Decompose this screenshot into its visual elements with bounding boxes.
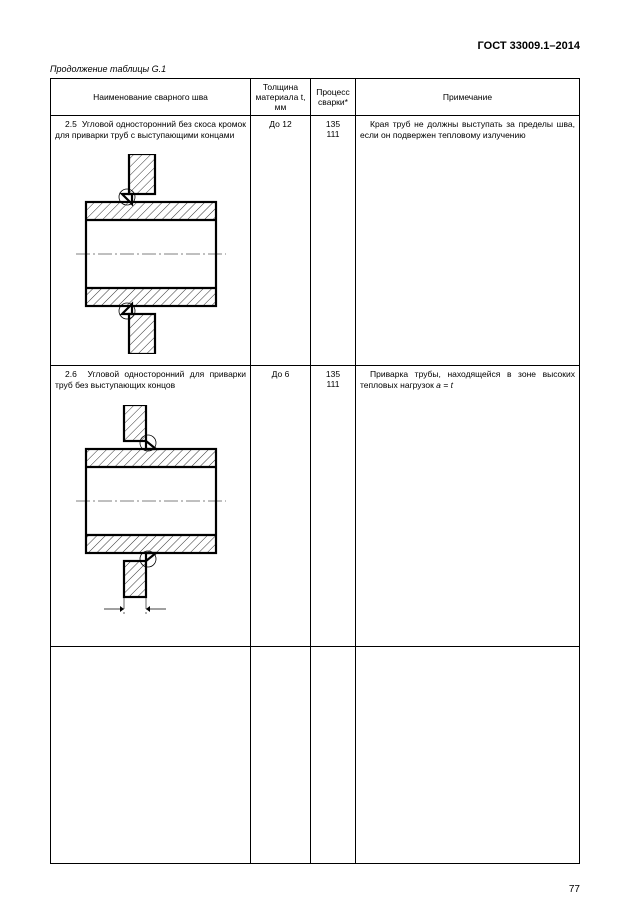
page-number: 77 [569, 884, 580, 895]
process-25: 135111 [311, 116, 356, 366]
table-row-empty [51, 646, 580, 863]
header-col3: Процесс сварки* [311, 79, 356, 116]
standard-code: ГОСТ 33009.1–2014 [50, 40, 580, 52]
thickness-25: До 12 [251, 116, 311, 366]
note-25: Края труб не должны выступать за пределы… [356, 116, 580, 366]
table-header-row: Наименование сварного шва Толщина матери… [51, 79, 580, 116]
header-col1: Наименование сварного шва [51, 79, 251, 116]
weld-name-25: 2.5 Угловой односторонний без скоса кром… [55, 119, 246, 146]
thickness-26: До 6 [251, 366, 311, 646]
weld-table: Наименование сварного шва Толщина матери… [50, 78, 580, 864]
header-col2: Толщина материала t, мм [251, 79, 311, 116]
table-row: 2.6 Угловой односторонний для приварки т… [51, 366, 580, 646]
process-26: 135111 [311, 366, 356, 646]
note-26: Приварка трубы, находящейся в зоне высок… [356, 366, 580, 646]
header-col4: Примечание [356, 79, 580, 116]
diagram-25 [55, 146, 246, 362]
table-caption: Продолжение таблицы G.1 [50, 64, 580, 74]
weld-name-26: 2.6 Угловой односторонний для приварки т… [55, 369, 246, 396]
diagram-26 [55, 397, 246, 643]
table-row: 2.5 Угловой односторонний без скоса кром… [51, 116, 580, 366]
